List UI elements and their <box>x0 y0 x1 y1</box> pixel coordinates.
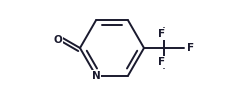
Text: N: N <box>91 71 100 81</box>
Text: F: F <box>158 57 165 67</box>
Text: F: F <box>158 29 165 39</box>
Text: O: O <box>53 35 62 45</box>
Text: F: F <box>187 43 194 53</box>
